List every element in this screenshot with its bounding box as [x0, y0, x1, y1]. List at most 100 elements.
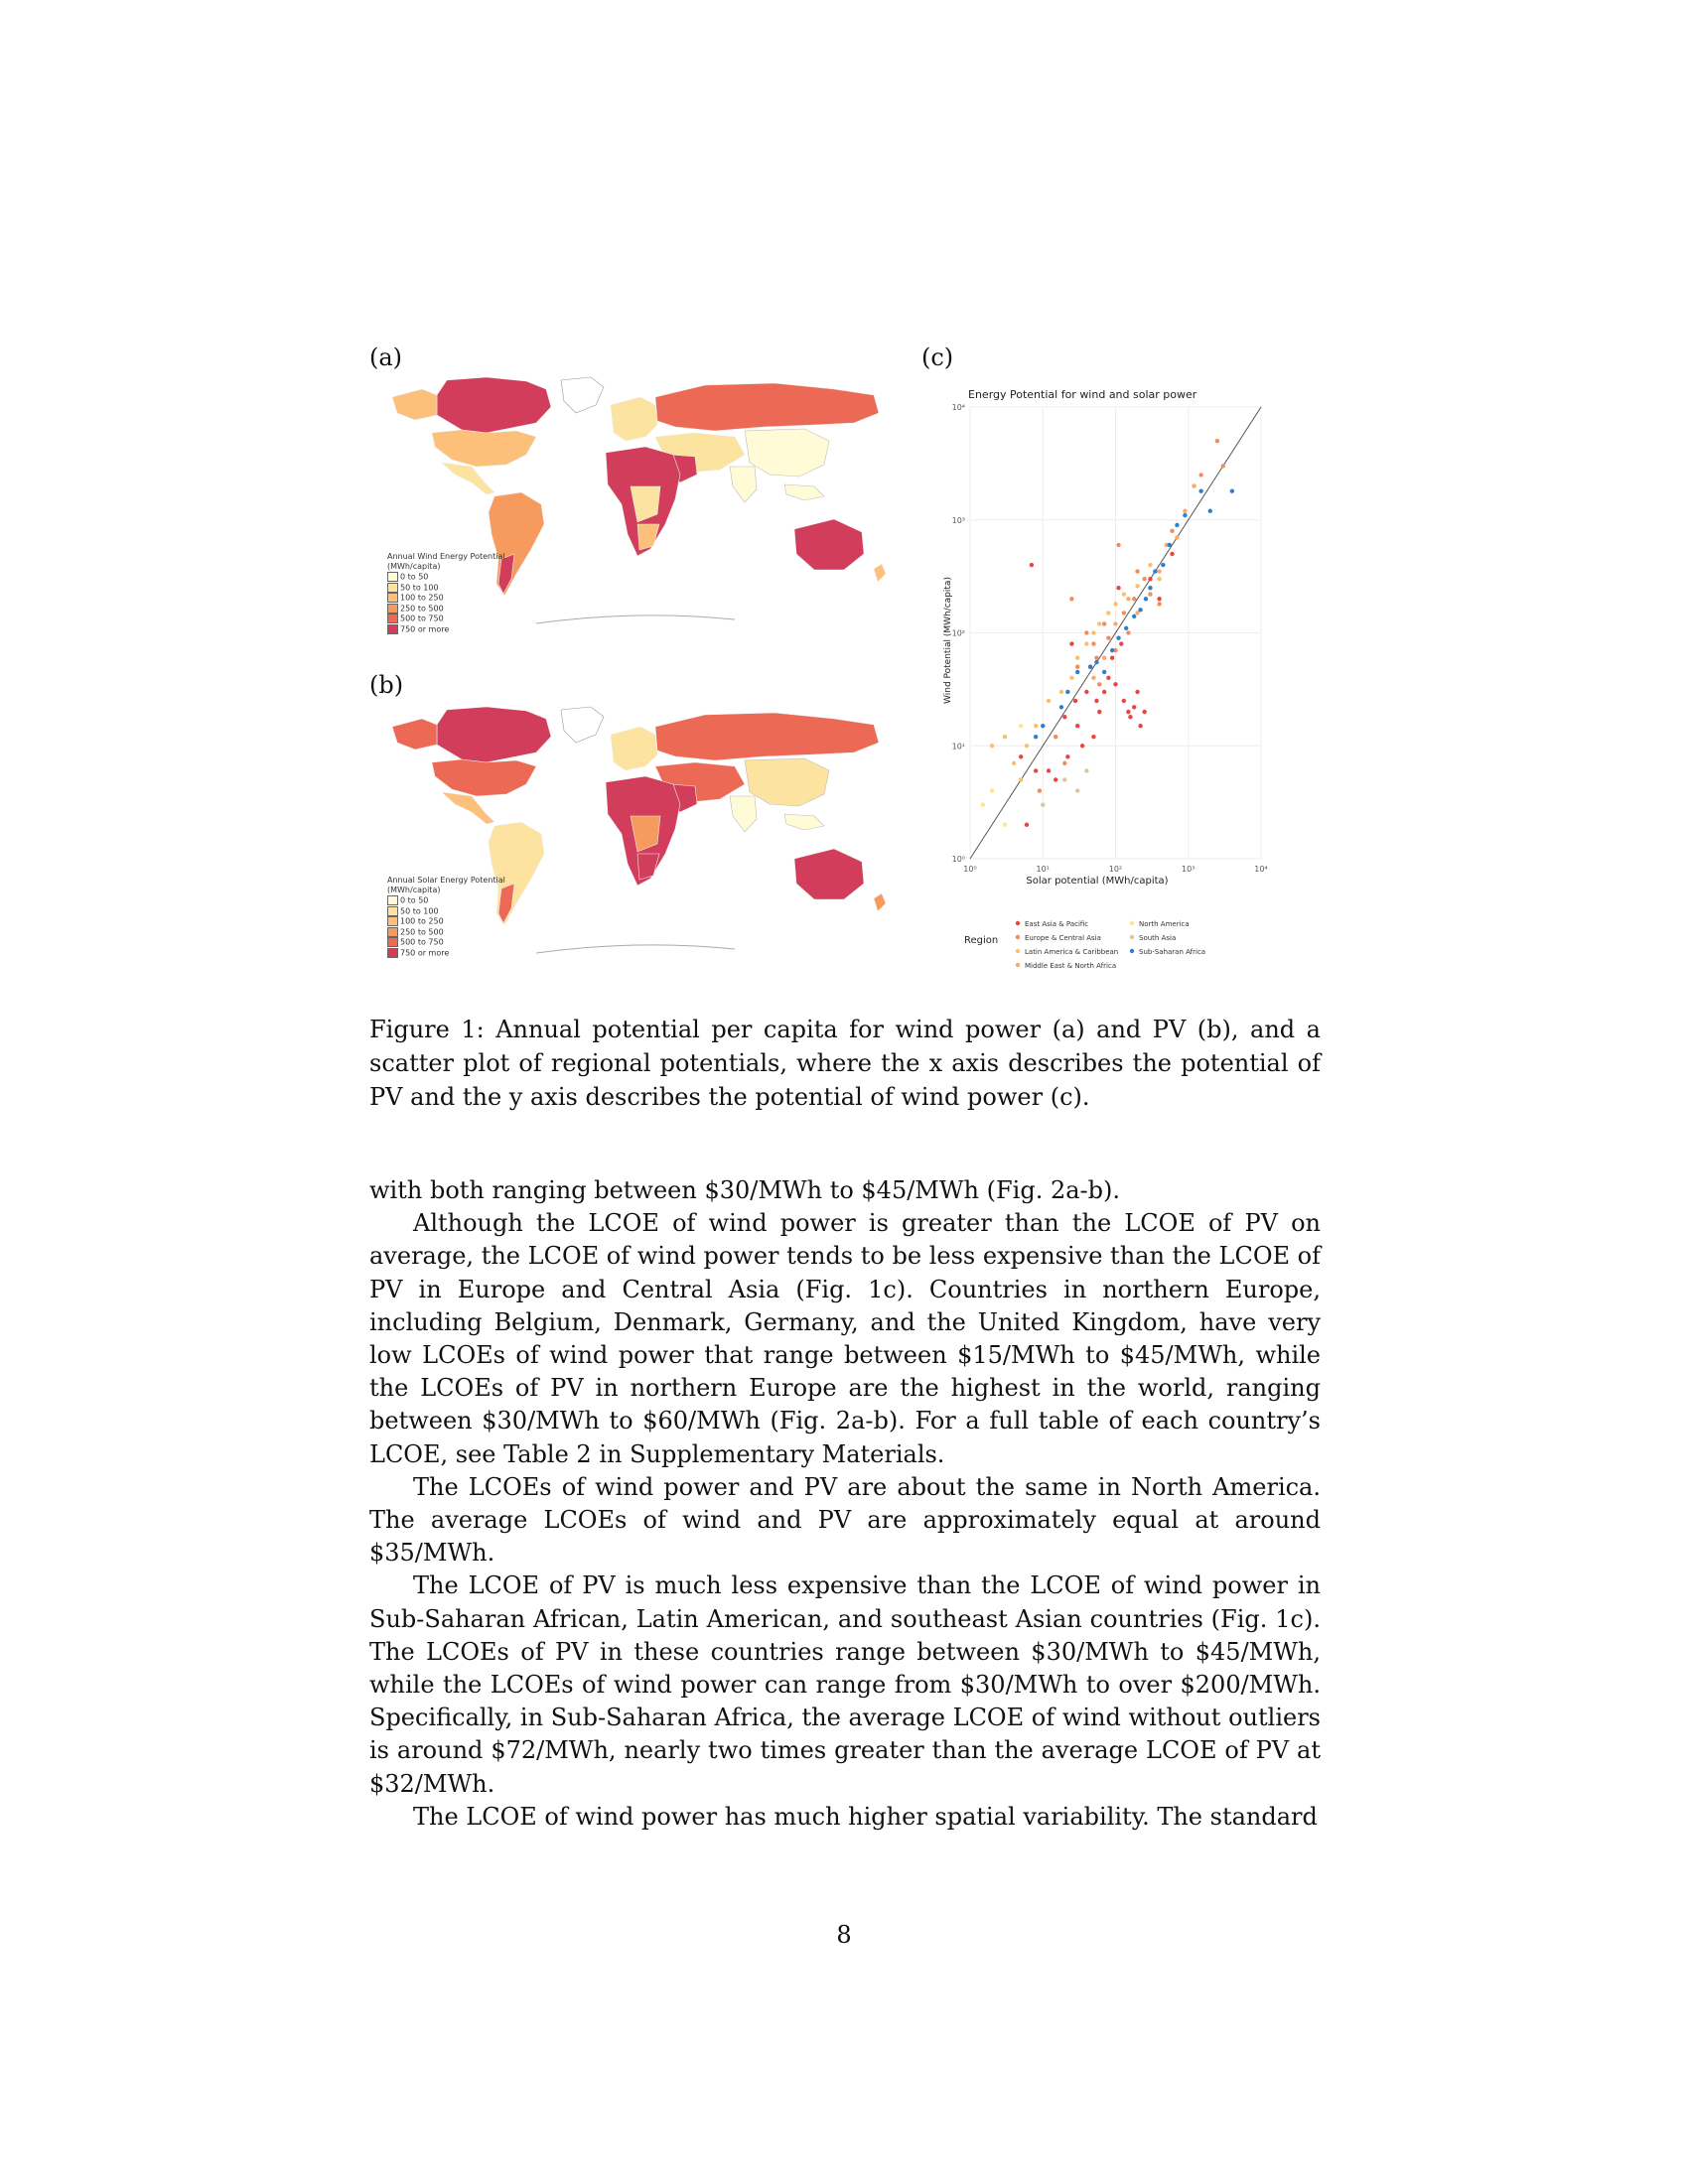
data-point	[1106, 635, 1111, 640]
solar-map-graphic	[391, 706, 887, 954]
legend-item: 500 to 750	[387, 614, 505, 624]
y-tick-label: 10⁰	[952, 855, 965, 864]
data-point	[1091, 675, 1096, 680]
data-point	[1124, 625, 1129, 630]
data-point	[1069, 597, 1074, 602]
data-point	[1131, 705, 1137, 710]
data-point	[1074, 669, 1080, 675]
data-point	[1097, 621, 1102, 626]
data-point	[1121, 698, 1127, 704]
scatter-plot: Energy Potential for wind and solar powe…	[943, 388, 1268, 970]
legend-title: Annual Solar Energy Potential	[387, 876, 505, 885]
body-text: with both ranging between $30/MWh to $45…	[369, 1174, 1321, 1834]
energy-potential-scatter: Energy Potential for wind and solar powe…	[928, 382, 1271, 978]
legend-marker	[1129, 934, 1135, 940]
wind-map-legend: Annual Wind Energy Potential (MWh/capita…	[387, 552, 505, 634]
data-point	[1074, 664, 1080, 669]
data-point	[1148, 562, 1153, 568]
data-point	[1101, 655, 1107, 660]
data-point	[1207, 508, 1213, 513]
data-point	[1148, 586, 1153, 591]
legend-marker	[1129, 948, 1135, 954]
legend-item: 250 to 500	[387, 926, 505, 938]
data-point	[1094, 655, 1099, 660]
data-point	[1069, 675, 1074, 680]
data-point	[1183, 512, 1188, 518]
data-point	[1097, 709, 1102, 715]
data-point	[1135, 569, 1140, 574]
data-point	[1113, 621, 1118, 626]
data-point	[1033, 768, 1039, 773]
y-tick-label: 10³	[952, 516, 965, 525]
legend-item: 50 to 100	[387, 582, 505, 594]
paragraph: with both ranging between $30/MWh to $45…	[369, 1176, 1120, 1204]
data-point	[1142, 709, 1147, 715]
data-point	[1126, 597, 1131, 602]
data-point	[1084, 689, 1089, 695]
data-point	[1072, 698, 1078, 704]
legend-label: East Asia & Pacific	[1025, 920, 1088, 928]
data-point	[1065, 754, 1070, 759]
legend-marker	[1015, 948, 1021, 954]
data-point	[1097, 682, 1102, 687]
data-point	[1138, 608, 1143, 613]
data-point	[1084, 630, 1089, 635]
data-point	[1058, 689, 1064, 695]
data-point	[1138, 724, 1143, 729]
data-point	[1113, 682, 1118, 687]
legend-item: 750 or more	[387, 947, 505, 959]
data-point	[1116, 586, 1121, 591]
data-point	[1101, 689, 1107, 695]
legend-marker	[1129, 920, 1135, 926]
data-point	[1074, 788, 1080, 793]
data-point	[1087, 664, 1093, 669]
legend-label: Middle East & North Africa	[1025, 962, 1116, 970]
legend-item: 100 to 250	[387, 916, 505, 927]
data-point	[1046, 698, 1052, 704]
data-point	[1106, 611, 1111, 615]
data-point	[989, 788, 995, 793]
data-point	[1091, 735, 1096, 740]
data-point	[1062, 777, 1067, 782]
data-point	[1002, 735, 1008, 740]
data-point	[1198, 488, 1203, 493]
data-point	[1121, 611, 1127, 615]
legend-marker	[1015, 962, 1021, 968]
data-point	[1175, 535, 1180, 540]
data-point	[1113, 602, 1118, 607]
data-point	[1116, 542, 1121, 548]
x-tick-label: 10⁴	[1254, 865, 1267, 874]
data-point	[1094, 659, 1099, 665]
paragraph: The LCOE of PV is much less expensive th…	[369, 1571, 1321, 1798]
data-point	[1018, 724, 1024, 729]
legend-marker	[1015, 920, 1021, 926]
data-point	[1037, 788, 1043, 793]
data-point	[1018, 777, 1024, 782]
legend-label: North America	[1139, 920, 1190, 928]
data-point	[1135, 611, 1140, 615]
data-point	[1135, 584, 1140, 589]
y-tick-label: 10²	[952, 629, 965, 638]
paragraph: The LCOEs of wind power and PV are about…	[369, 1472, 1321, 1568]
data-point	[1011, 760, 1017, 766]
legend-item: 250 to 500	[387, 603, 505, 614]
data-point	[1094, 698, 1099, 704]
data-point	[1192, 483, 1196, 488]
data-point	[980, 802, 986, 807]
data-point	[1053, 777, 1058, 782]
page-number: 8	[836, 1921, 852, 1949]
data-point	[1106, 675, 1111, 680]
data-point	[1058, 705, 1064, 710]
data-point	[1062, 760, 1067, 766]
x-tick-label: 10⁰	[963, 865, 976, 874]
data-point	[1170, 528, 1175, 533]
data-point	[1116, 635, 1121, 640]
data-point	[1121, 592, 1127, 597]
data-point	[1143, 597, 1149, 602]
data-point	[1157, 569, 1162, 574]
legend-label: Europe & Central Asia	[1025, 934, 1101, 942]
data-point	[1131, 614, 1137, 619]
data-point	[1142, 577, 1147, 582]
chart-title: Energy Potential for wind and solar powe…	[968, 388, 1197, 401]
data-point	[1119, 641, 1124, 646]
